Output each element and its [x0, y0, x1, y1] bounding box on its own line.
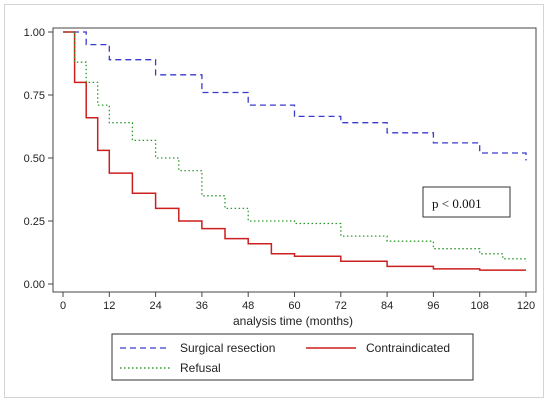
p-value-label: p < 0.001 [432, 196, 482, 211]
series-line-surgical-resection [63, 31, 527, 161]
y-tick-label: 1.00 [24, 27, 45, 39]
x-tick-label: 72 [335, 300, 347, 312]
legend-label-contraindicated: Contraindicated [366, 341, 450, 355]
y-tick-label: 0.75 [24, 90, 45, 102]
x-tick-label: 36 [196, 300, 208, 312]
series-layer [63, 31, 527, 271]
x-tick-label: 24 [149, 300, 161, 312]
legend-border [111, 333, 474, 381]
series-line-contraindicated [63, 31, 526, 271]
x-tick-label: 60 [288, 300, 300, 312]
x-tick-label: 12 [103, 300, 115, 312]
annotation-border [422, 186, 511, 218]
annotation-box: p < 0.001 [422, 186, 511, 218]
x-tick-label: 96 [427, 300, 439, 312]
x-tick-label: 84 [381, 300, 393, 312]
y-tick-label: 0.25 [24, 216, 45, 228]
axes-layer: 0.00 0.25 0.50 0.75 1.00 0 12 24 36 48 60 72 84 96 108… [24, 27, 536, 312]
x-axis-title: analysis time (months) [233, 314, 353, 328]
plot-border [52, 27, 537, 293]
x-tick-label: 120 [517, 300, 535, 312]
y-tick-label: 0.50 [24, 153, 45, 165]
plot-area [52, 27, 537, 293]
series-line-refusal [63, 31, 527, 262]
x-tick-label: 108 [471, 300, 489, 312]
y-tick-label: 0.00 [24, 279, 45, 291]
x-tick-label: 0 [60, 300, 66, 312]
legend-label-surgical-resection: Surgical resection [180, 341, 275, 355]
legend: Surgical resection Contraindicated Refus… [111, 333, 474, 381]
x-tick-label: 48 [242, 300, 254, 312]
legend-label-refusal: Refusal [180, 361, 221, 375]
